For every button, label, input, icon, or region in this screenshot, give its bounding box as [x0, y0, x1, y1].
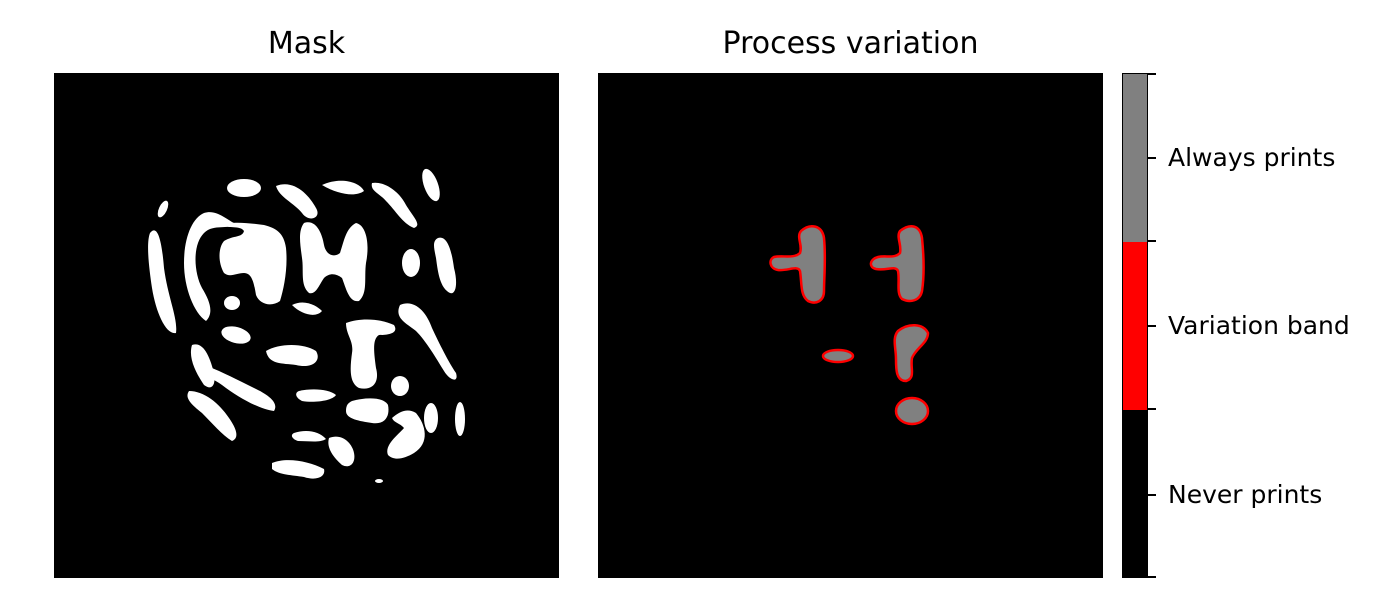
process-variation-title: Process variation — [722, 26, 979, 61]
mask-feature — [157, 200, 169, 218]
pv-feature — [869, 225, 925, 303]
mask-feature — [227, 179, 261, 197]
mask-feature — [398, 303, 457, 380]
mask-feature — [455, 402, 465, 436]
mask-feature — [292, 302, 322, 315]
mask-feature — [371, 182, 418, 228]
colorbar-boundary-tick — [1148, 408, 1156, 410]
colorbar-tick — [1148, 325, 1156, 327]
mask-feature — [375, 479, 383, 483]
mask-feature — [387, 410, 425, 459]
mask-feature — [276, 184, 318, 219]
mask-feature — [391, 376, 409, 396]
mask-feature — [346, 319, 396, 389]
mask-title: Mask — [267, 26, 346, 61]
mask-feature — [224, 296, 240, 310]
pv-feature — [893, 324, 930, 383]
mask-feature — [296, 389, 336, 402]
process-variation-pattern — [769, 225, 930, 426]
colorbar-always-prints-segment — [1123, 74, 1147, 242]
mask-feature — [346, 398, 389, 424]
mask-feature — [221, 326, 251, 344]
mask-pattern — [148, 168, 465, 483]
pv-feature — [769, 225, 827, 304]
colorbar-tick — [1148, 494, 1156, 496]
colorbar-label-never-prints: Never prints — [1168, 480, 1323, 509]
colorbar-tick — [1148, 157, 1156, 159]
mask-feature — [187, 391, 237, 441]
mask-feature — [424, 403, 438, 433]
colorbar — [1122, 73, 1148, 578]
colorbar-label-always-prints: Always prints — [1168, 143, 1336, 172]
mask-image — [54, 73, 559, 578]
colorbar-boundary-tick — [1148, 73, 1156, 75]
mask-feature — [402, 249, 420, 277]
mask-feature — [219, 222, 287, 305]
pv-feature — [821, 348, 855, 364]
process-variation-image — [598, 73, 1103, 578]
mask-feature — [272, 460, 325, 479]
mask-feature — [266, 345, 318, 367]
mask-feature — [422, 168, 440, 202]
mask-feature — [184, 212, 234, 321]
colorbar-never-prints-segment — [1123, 410, 1147, 577]
mask-feature — [198, 363, 276, 411]
mask-feature — [148, 230, 177, 334]
mask-feature — [322, 180, 364, 195]
mask-feature — [328, 436, 355, 467]
colorbar-boundary-tick — [1148, 240, 1156, 242]
pv-feature — [894, 396, 930, 426]
mask-feature — [434, 237, 457, 294]
colorbar-variation-band-segment — [1123, 242, 1147, 410]
colorbar-label-variation-band: Variation band — [1168, 311, 1350, 340]
colorbar-boundary-tick — [1148, 576, 1156, 578]
mask-feature — [300, 222, 368, 302]
mask-feature — [291, 431, 326, 442]
